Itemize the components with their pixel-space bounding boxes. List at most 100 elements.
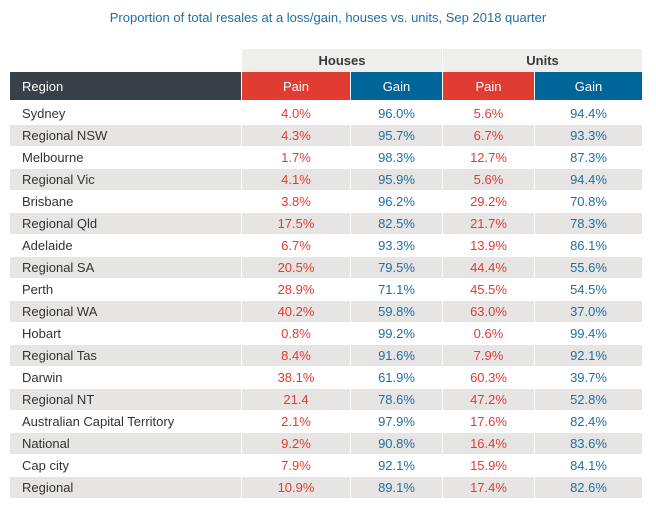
cell-houses-pain: 38.1% — [241, 366, 350, 388]
table-row: Darwin 38.1% 61.9% 60.3% 39.7% — [10, 366, 642, 388]
cell-units-pain: 63.0% — [442, 300, 534, 322]
cell-units-gain: 82.6% — [534, 476, 642, 498]
cell-region: Regional WA — [10, 300, 241, 322]
cell-houses-pain: 10.9% — [241, 476, 350, 498]
cell-units-pain: 7.9% — [442, 344, 534, 366]
cell-units-pain: 6.7% — [442, 124, 534, 146]
table-title: Proportion of total resales at a loss/ga… — [109, 10, 547, 25]
table-row: Regional WA 40.2% 59.8% 63.0% 37.0% — [10, 300, 642, 322]
cell-units-pain: 0.6% — [442, 322, 534, 344]
cell-units-pain: 17.4% — [442, 476, 534, 498]
cell-region: Perth — [10, 278, 241, 300]
cell-units-pain: 13.9% — [442, 234, 534, 256]
cell-units-pain: 17.6% — [442, 410, 534, 432]
cell-region: Regional — [10, 476, 241, 498]
column-header-region: Region — [10, 72, 241, 100]
table-row: Brisbane 3.8% 96.2% 29.2% 70.8% — [10, 190, 642, 212]
cell-region: Regional NSW — [10, 124, 241, 146]
table-row: Regional Vic 4.1% 95.9% 5.6% 94.4% — [10, 168, 642, 190]
table-row: Regional NSW 4.3% 95.7% 6.7% 93.3% — [10, 124, 642, 146]
cell-houses-gain: 79.5% — [350, 256, 442, 278]
cell-houses-gain: 91.6% — [350, 344, 442, 366]
cell-houses-gain: 71.1% — [350, 278, 442, 300]
cell-houses-pain: 17.5% — [241, 212, 350, 234]
table-row: Regional Tas 8.4% 91.6% 7.9% 92.1% — [10, 344, 642, 366]
table-row: Perth 28.9% 71.1% 45.5% 54.5% — [10, 278, 642, 300]
cell-region: Cap city — [10, 454, 241, 476]
cell-region: National — [10, 432, 241, 454]
cell-houses-gain: 93.3% — [350, 234, 442, 256]
cell-units-pain: 5.6% — [442, 100, 534, 124]
cell-houses-gain: 89.1% — [350, 476, 442, 498]
cell-houses-pain: 20.5% — [241, 256, 350, 278]
cell-houses-pain: 4.1% — [241, 168, 350, 190]
cell-units-pain: 60.3% — [442, 366, 534, 388]
cell-houses-pain: 2.1% — [241, 410, 350, 432]
cell-houses-gain: 98.3% — [350, 146, 442, 168]
cell-houses-gain: 96.0% — [350, 100, 442, 124]
column-header-houses-gain: Gain — [350, 72, 442, 100]
group-header-houses: Houses — [241, 49, 442, 72]
table-row: Australian Capital Territory 2.1% 97.9% 17.… — [10, 410, 642, 432]
cell-region: Regional SA — [10, 256, 241, 278]
cell-houses-pain: 4.3% — [241, 124, 350, 146]
cell-units-pain: 21.7% — [442, 212, 534, 234]
cell-houses-pain: 9.2% — [241, 432, 350, 454]
cell-units-gain: 92.1% — [534, 344, 642, 366]
cell-units-gain: 52.8% — [534, 388, 642, 410]
cell-houses-pain: 40.2% — [241, 300, 350, 322]
table-row: Adelaide 6.7% 93.3% 13.9% 86.1% — [10, 234, 642, 256]
cell-houses-gain: 78.6% — [350, 388, 442, 410]
table-row: Regional SA 20.5% 79.5% 44.4% 55.6% — [10, 256, 642, 278]
cell-houses-gain: 96.2% — [350, 190, 442, 212]
cell-units-gain: 87.3% — [534, 146, 642, 168]
cell-houses-gain: 95.9% — [350, 168, 442, 190]
cell-units-gain: 93.3% — [534, 124, 642, 146]
table-row: Hobart 0.8% 99.2% 0.6% 99.4% — [10, 322, 642, 344]
cell-units-gain: 55.6% — [534, 256, 642, 278]
cell-houses-pain: 1.7% — [241, 146, 350, 168]
cell-region: Melbourne — [10, 146, 241, 168]
column-header-units-gain: Gain — [534, 72, 642, 100]
table-row: Sydney 4.0% 96.0% 5.6% 94.4% — [10, 100, 642, 124]
cell-region: Sydney — [10, 100, 241, 124]
group-header-units: Units — [442, 49, 642, 72]
resales-table: Houses Units Region Pain Gain Pain Gain … — [10, 49, 642, 498]
cell-units-gain: 84.1% — [534, 454, 642, 476]
cell-units-gain: 54.5% — [534, 278, 642, 300]
cell-houses-pain: 21.4 — [241, 388, 350, 410]
cell-houses-gain: 92.1% — [350, 454, 442, 476]
cell-region: Darwin — [10, 366, 241, 388]
cell-houses-gain: 59.8% — [350, 300, 442, 322]
cell-houses-pain: 28.9% — [241, 278, 350, 300]
cell-units-gain: 94.4% — [534, 168, 642, 190]
cell-houses-gain: 99.2% — [350, 322, 442, 344]
table-row: Regional NT 21.4 78.6% 47.2% 52.8% — [10, 388, 642, 410]
table-row: Regional 10.9% 89.1% 17.4% 82.6% — [10, 476, 642, 498]
cell-houses-pain: 6.7% — [241, 234, 350, 256]
cell-region: Australian Capital Territory — [10, 410, 241, 432]
cell-units-gain: 70.8% — [534, 190, 642, 212]
cell-units-pain: 44.4% — [442, 256, 534, 278]
cell-units-pain: 45.5% — [442, 278, 534, 300]
cell-units-gain: 37.0% — [534, 300, 642, 322]
table-row: Regional Qld 17.5% 82.5% 21.7% 78.3% — [10, 212, 642, 234]
cell-units-gain: 82.4% — [534, 410, 642, 432]
table-row: Melbourne 1.7% 98.3% 12.7% 87.3% — [10, 146, 642, 168]
cell-units-gain: 86.1% — [534, 234, 642, 256]
cell-region: Regional Vic — [10, 168, 241, 190]
table-row: Cap city 7.9% 92.1% 15.9% 84.1% — [10, 454, 642, 476]
cell-units-gain: 94.4% — [534, 100, 642, 124]
group-header-row: Houses Units — [10, 49, 642, 72]
cell-region: Hobart — [10, 322, 241, 344]
cell-region: Regional Qld — [10, 212, 241, 234]
cell-houses-gain: 95.7% — [350, 124, 442, 146]
cell-units-pain: 15.9% — [442, 454, 534, 476]
cell-houses-pain: 4.0% — [241, 100, 350, 124]
cell-houses-gain: 97.9% — [350, 410, 442, 432]
cell-houses-gain: 61.9% — [350, 366, 442, 388]
column-header-units-pain: Pain — [442, 72, 534, 100]
group-header-blank — [10, 49, 241, 72]
cell-units-pain: 16.4% — [442, 432, 534, 454]
cell-region: Brisbane — [10, 190, 241, 212]
